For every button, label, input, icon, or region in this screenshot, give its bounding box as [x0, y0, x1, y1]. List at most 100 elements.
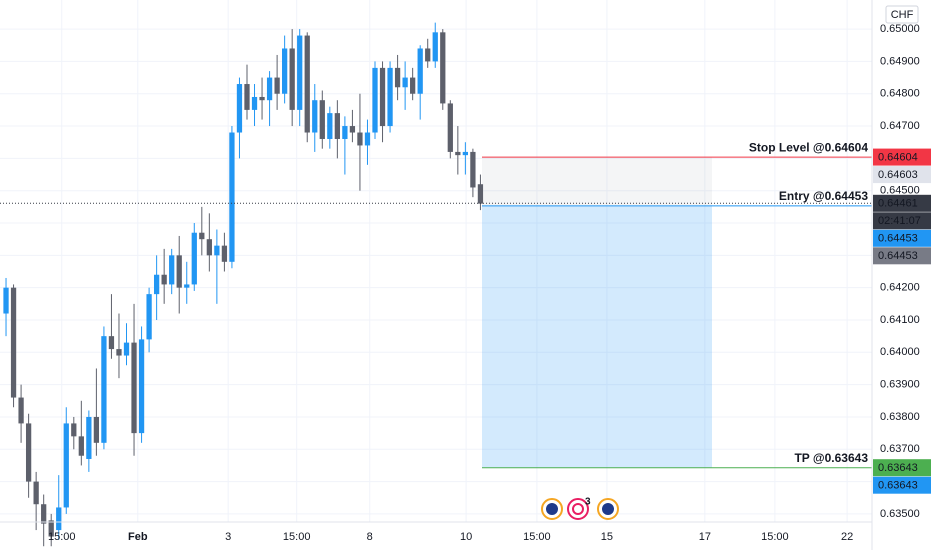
- candle-body: [425, 48, 431, 62]
- candle-body: [402, 77, 408, 88]
- candle-body: [25, 423, 32, 482]
- candle-body: [48, 520, 54, 537]
- price-axis-box: [873, 166, 931, 184]
- candle-body: [146, 294, 152, 340]
- price-axis-box: [873, 459, 931, 477]
- candle-body: [297, 35, 303, 110]
- currency-box: [885, 5, 919, 24]
- candle-body: [116, 349, 122, 356]
- x-tick-label: 15:00: [48, 531, 76, 543]
- grid: [0, 0, 872, 522]
- price-axis-box: [873, 247, 931, 265]
- y-tick-label: 0.63500: [880, 508, 920, 520]
- candle-body: [108, 336, 115, 350]
- x-tick-label: 10: [460, 531, 472, 543]
- candle-body: [78, 436, 84, 456]
- y-tick-label: 0.63800: [880, 411, 920, 423]
- price-axis-box-label: 0.64453: [878, 250, 918, 262]
- price-axis-box-label: 0.64603: [878, 169, 918, 181]
- y-tick-label: 0.64100: [880, 314, 920, 326]
- price-axis-box-label: 0.64453: [878, 233, 918, 245]
- currency: CHF: [891, 9, 914, 21]
- price-axis-box-label: 0.63643: [878, 480, 918, 492]
- candle-body: [169, 255, 175, 285]
- candle-body: [3, 287, 9, 314]
- candles: [3, 22, 484, 547]
- candle-body: [289, 48, 295, 110]
- price-line-label: Entry @0.64453: [779, 189, 868, 203]
- candle-body: [357, 132, 363, 146]
- candle-body: [282, 48, 288, 94]
- candle-body: [101, 336, 107, 443]
- x-tick-label: 15:00: [283, 531, 311, 543]
- event-symbol: [572, 503, 584, 515]
- candle-body: [342, 126, 348, 139]
- candle-body: [33, 481, 39, 505]
- candle-body: [274, 77, 280, 94]
- candle-body: [161, 274, 167, 285]
- candle-body: [184, 284, 190, 288]
- candle-body: [244, 84, 250, 110]
- candle-body: [304, 35, 310, 133]
- candle-body: [18, 397, 24, 424]
- x-tick-label: 15: [601, 531, 613, 543]
- price-axis-box: [873, 229, 931, 247]
- candle-body: [319, 100, 325, 139]
- price-axis-box: [873, 212, 931, 230]
- candle-body: [236, 84, 243, 133]
- y-tick-label: 0.64000: [880, 346, 920, 358]
- y-tick-label: 0.64200: [880, 282, 920, 294]
- candle-body: [214, 245, 220, 256]
- candle-body: [349, 126, 356, 133]
- candle-body: [440, 32, 446, 104]
- event-icons: 3: [541, 497, 619, 520]
- x-tick-label: 15:00: [761, 531, 789, 543]
- candle-body: [327, 113, 333, 139]
- candle-body: [447, 103, 453, 152]
- candle-body: [266, 77, 273, 101]
- price-axis: 0.635000.636000.637000.638000.639000.640…: [873, 23, 931, 520]
- y-tick-label: 0.64800: [880, 88, 920, 100]
- x-tick-label: 17: [699, 531, 711, 543]
- y-tick-label: 0.64900: [880, 55, 920, 67]
- candle-body: [455, 151, 461, 156]
- candle-body: [206, 239, 212, 256]
- candle-body: [63, 423, 69, 508]
- x-tick-label: 15:00: [523, 531, 551, 543]
- target-zone: [482, 205, 712, 468]
- candle-body: [221, 245, 228, 262]
- candle-body: [153, 274, 160, 295]
- candle-body: [410, 77, 416, 94]
- event-count: 3: [585, 497, 591, 508]
- price-axis-box-label: 0.64604: [878, 151, 918, 163]
- candle-body: [176, 255, 182, 288]
- candle-body: [123, 342, 130, 356]
- event-flag: [602, 503, 614, 515]
- x-tick-label: 8: [367, 531, 373, 543]
- y-tick-label: 0.63900: [880, 379, 920, 391]
- x-tick-label: 3: [225, 531, 231, 543]
- candle-body: [334, 113, 340, 139]
- candle-body: [251, 96, 258, 110]
- y-tick-label: 0.65000: [880, 23, 920, 35]
- candle-body: [86, 416, 92, 459]
- price-lines: Stop Level @0.64604 Entry @0.64453 TP @0.6…: [0, 140, 872, 469]
- event-flag: [546, 503, 558, 515]
- y-tick-label: 0.63700: [880, 443, 920, 455]
- position-zones: [482, 157, 712, 468]
- price-axis-box: [873, 476, 931, 494]
- candle-body: [470, 151, 476, 188]
- event-icon[interactable]: [567, 498, 589, 520]
- candle-body: [462, 151, 469, 156]
- candle-body: [199, 232, 205, 240]
- candle-body: [131, 342, 137, 434]
- y-tick-label: 0.64500: [880, 185, 920, 197]
- x-tick-label: 22: [841, 531, 853, 543]
- candle-body: [312, 100, 318, 133]
- candle-body: [477, 184, 484, 204]
- price-line-label: TP @0.63643: [794, 451, 868, 465]
- candle-body: [41, 504, 47, 524]
- candle-body: [138, 339, 145, 434]
